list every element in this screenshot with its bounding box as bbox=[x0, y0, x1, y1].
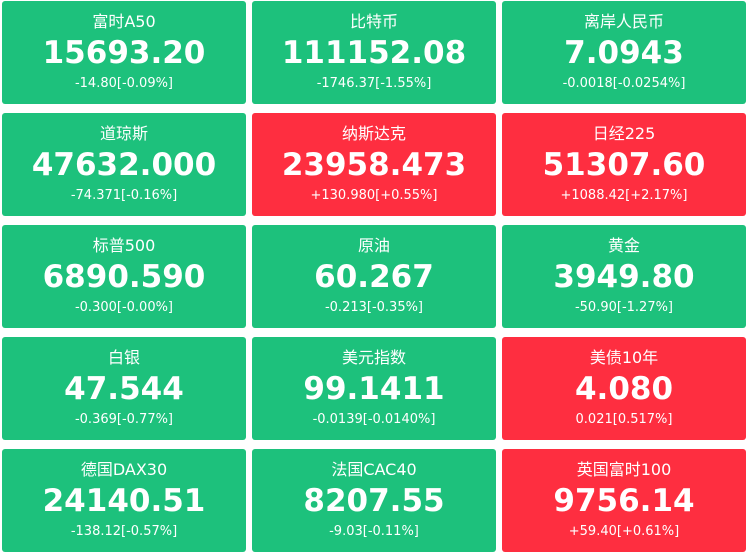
quote-price: 51307.60 bbox=[542, 147, 706, 183]
quote-tile-a50[interactable]: 富时A50 15693.20 -14.80[-0.09%] bbox=[2, 1, 246, 104]
quote-price: 47.544 bbox=[64, 371, 184, 407]
quote-price: 99.1411 bbox=[303, 371, 445, 407]
quote-name: 比特币 bbox=[349, 12, 398, 31]
quote-name: 纳斯达克 bbox=[341, 124, 406, 143]
quote-price: 47632.000 bbox=[31, 147, 217, 183]
quote-change: +130.980[+0.55%] bbox=[310, 188, 438, 203]
quote-price: 8207.55 bbox=[303, 483, 445, 519]
quote-tile-us-10y-treasury[interactable]: 美债10年 4.080 0.021[0.517%] bbox=[502, 337, 746, 440]
quote-name: 黄金 bbox=[607, 236, 640, 255]
quote-change: -74.371[-0.16%] bbox=[70, 188, 178, 203]
quote-name: 道琼斯 bbox=[99, 124, 148, 143]
quote-change: -0.213[-0.35%] bbox=[324, 300, 424, 315]
quote-name: 日经225 bbox=[592, 124, 656, 143]
quote-price: 6890.590 bbox=[42, 259, 206, 295]
quote-change: -1746.37[-1.55%] bbox=[316, 76, 432, 91]
quote-change: -0.0139[-0.0140%] bbox=[312, 412, 436, 427]
quote-tile-gold[interactable]: 黄金 3949.80 -50.90[-1.27%] bbox=[502, 225, 746, 328]
quote-price: 24140.51 bbox=[42, 483, 206, 519]
quote-change: +59.40[+0.61%] bbox=[568, 524, 680, 539]
quote-change: -9.03[-0.11%] bbox=[329, 524, 419, 539]
quote-tile-dax30[interactable]: 德国DAX30 24140.51 -138.12[-0.57%] bbox=[2, 449, 246, 552]
quote-change: 0.021[0.517%] bbox=[575, 412, 673, 427]
quote-change: -138.12[-0.57%] bbox=[70, 524, 178, 539]
quote-tile-nikkei-225[interactable]: 日经225 51307.60 +1088.42[+2.17%] bbox=[502, 113, 746, 216]
quote-change: -0.0018[-0.0254%] bbox=[562, 76, 686, 91]
quote-name: 美债10年 bbox=[589, 348, 659, 367]
quote-name: 原油 bbox=[357, 236, 390, 255]
quote-change: -0.369[-0.77%] bbox=[74, 412, 174, 427]
quote-change: +1088.42[+2.17%] bbox=[560, 188, 688, 203]
quote-name: 白银 bbox=[107, 348, 140, 367]
quote-tile-crude-oil[interactable]: 原油 60.267 -0.213[-0.35%] bbox=[252, 225, 496, 328]
quote-name: 标普500 bbox=[92, 236, 156, 255]
quote-name: 富时A50 bbox=[92, 12, 156, 31]
quote-name: 英国富时100 bbox=[576, 460, 672, 479]
quote-tile-bitcoin[interactable]: 比特币 111152.08 -1746.37[-1.55%] bbox=[252, 1, 496, 104]
quote-change: -50.90[-1.27%] bbox=[574, 300, 674, 315]
quote-tile-dollar-index[interactable]: 美元指数 99.1411 -0.0139[-0.0140%] bbox=[252, 337, 496, 440]
quote-price: 9756.14 bbox=[553, 483, 695, 519]
quote-price: 111152.08 bbox=[281, 35, 467, 71]
quote-price: 60.267 bbox=[314, 259, 434, 295]
quote-price: 23958.473 bbox=[281, 147, 467, 183]
quote-name: 离岸人民币 bbox=[583, 12, 664, 31]
quote-change: -14.80[-0.09%] bbox=[74, 76, 174, 91]
quote-name: 美元指数 bbox=[341, 348, 406, 367]
quote-price: 4.080 bbox=[574, 371, 674, 407]
quote-name: 德国DAX30 bbox=[80, 460, 168, 479]
quote-tile-offshore-cny[interactable]: 离岸人民币 7.0943 -0.0018[-0.0254%] bbox=[502, 1, 746, 104]
quote-tile-nasdaq[interactable]: 纳斯达克 23958.473 +130.980[+0.55%] bbox=[252, 113, 496, 216]
quote-price: 15693.20 bbox=[42, 35, 206, 71]
quote-price: 7.0943 bbox=[564, 35, 684, 71]
quote-tile-ftse100[interactable]: 英国富时100 9756.14 +59.40[+0.61%] bbox=[502, 449, 746, 552]
quote-tile-silver[interactable]: 白银 47.544 -0.369[-0.77%] bbox=[2, 337, 246, 440]
quote-tile-dow-jones[interactable]: 道琼斯 47632.000 -74.371[-0.16%] bbox=[2, 113, 246, 216]
quote-change: -0.300[-0.00%] bbox=[74, 300, 174, 315]
quote-name: 法国CAC40 bbox=[331, 460, 417, 479]
quote-tile-cac40[interactable]: 法国CAC40 8207.55 -9.03[-0.11%] bbox=[252, 449, 496, 552]
quote-tile-sp500[interactable]: 标普500 6890.590 -0.300[-0.00%] bbox=[2, 225, 246, 328]
quote-price: 3949.80 bbox=[553, 259, 695, 295]
